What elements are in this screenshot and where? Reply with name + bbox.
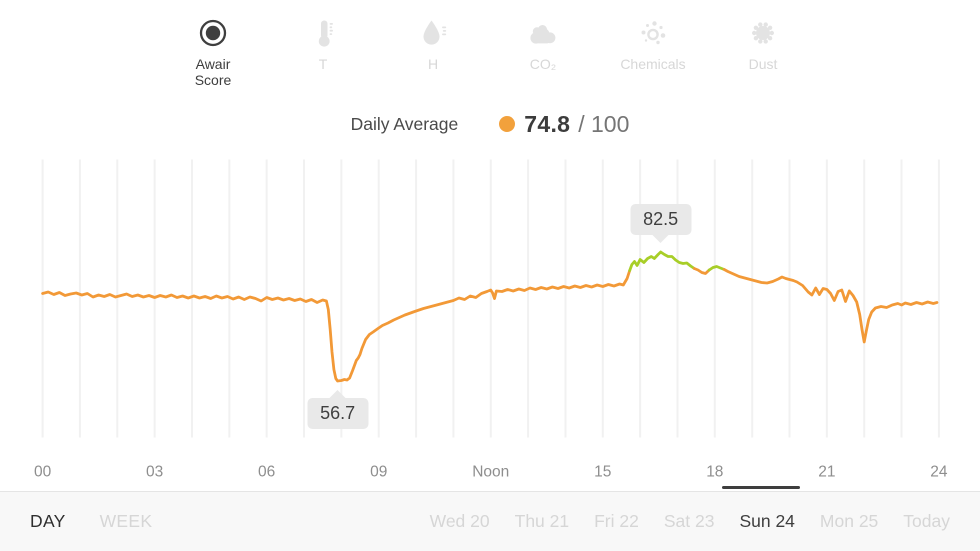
tab-awair-score[interactable]: Awair Score <box>158 14 268 88</box>
tab-temperature[interactable]: T <box>268 14 378 88</box>
date-tabs: Wed 20 Thu 21 Fri 22 Sat 23 Sun 24 Mon 2… <box>430 511 950 532</box>
tab-label: H <box>427 56 439 72</box>
svg-text:06: 06 <box>258 464 275 481</box>
tab-label: T <box>318 56 328 72</box>
bottom-bar: DAY WEEK Wed 20 Thu 21 Fri 22 Sat 23 Sun… <box>0 491 980 551</box>
low-tooltip: 56.7 <box>307 398 369 429</box>
tab-co2[interactable]: CO₂ <box>488 14 598 88</box>
date-tab-mon25[interactable]: Mon 25 <box>819 511 879 531</box>
thermometer-icon <box>308 14 338 52</box>
metric-tabs: Awair Score T H <box>158 14 818 88</box>
tab-label: Chemicals <box>620 56 686 72</box>
date-tab-today[interactable]: Today <box>903 511 950 531</box>
score-dot-icon <box>499 116 516 132</box>
date-tab-sat23[interactable]: Sat 23 <box>663 511 715 531</box>
tab-dust[interactable]: Dust <box>708 14 818 88</box>
range-tab-week[interactable]: WEEK <box>99 511 153 531</box>
tab-chemicals[interactable]: Chemicals <box>598 14 708 88</box>
chemicals-icon <box>637 14 669 52</box>
tab-label: Dust <box>748 56 778 72</box>
score-chart[interactable]: 00 03 06 09 Noon 15 18 21 24 82.5 56.7 <box>0 155 980 490</box>
svg-text:18: 18 <box>706 464 723 481</box>
daily-average-label: Daily Average <box>350 113 459 134</box>
daily-average-max: / 100 <box>578 110 630 137</box>
dust-icon <box>747 14 779 52</box>
date-tab-wed20[interactable]: Wed 20 <box>429 511 490 531</box>
svg-text:09: 09 <box>370 464 387 481</box>
svg-text:03: 03 <box>146 464 163 481</box>
co2-icon <box>526 14 560 52</box>
range-tab-day[interactable]: DAY <box>30 511 66 531</box>
svg-text:24: 24 <box>930 464 948 481</box>
peak-tooltip: 82.5 <box>630 204 692 235</box>
awair-score-icon <box>198 14 228 52</box>
date-tab-fri22[interactable]: Fri 22 <box>594 511 639 531</box>
range-tabs: DAY WEEK <box>30 511 152 532</box>
svg-text:21: 21 <box>818 464 835 481</box>
chart-canvas: 00 03 06 09 Noon 15 18 21 24 <box>34 159 948 481</box>
humidity-icon <box>418 14 448 52</box>
timeline-scroll-indicator[interactable] <box>722 486 800 489</box>
daily-average-row: Daily Average 74.8 / 100 <box>0 106 980 142</box>
date-tab-thu21[interactable]: Thu 21 <box>514 511 570 531</box>
svg-text:Noon: Noon <box>472 464 509 481</box>
date-tab-sun24[interactable]: Sun 24 <box>739 511 795 531</box>
svg-text:15: 15 <box>594 464 611 481</box>
tab-label: Awair Score <box>194 56 232 88</box>
tab-humidity[interactable]: H <box>378 14 488 88</box>
svg-text:00: 00 <box>34 464 52 481</box>
tab-label: CO₂ <box>529 56 557 72</box>
daily-average-value: 74.8 <box>524 110 571 137</box>
